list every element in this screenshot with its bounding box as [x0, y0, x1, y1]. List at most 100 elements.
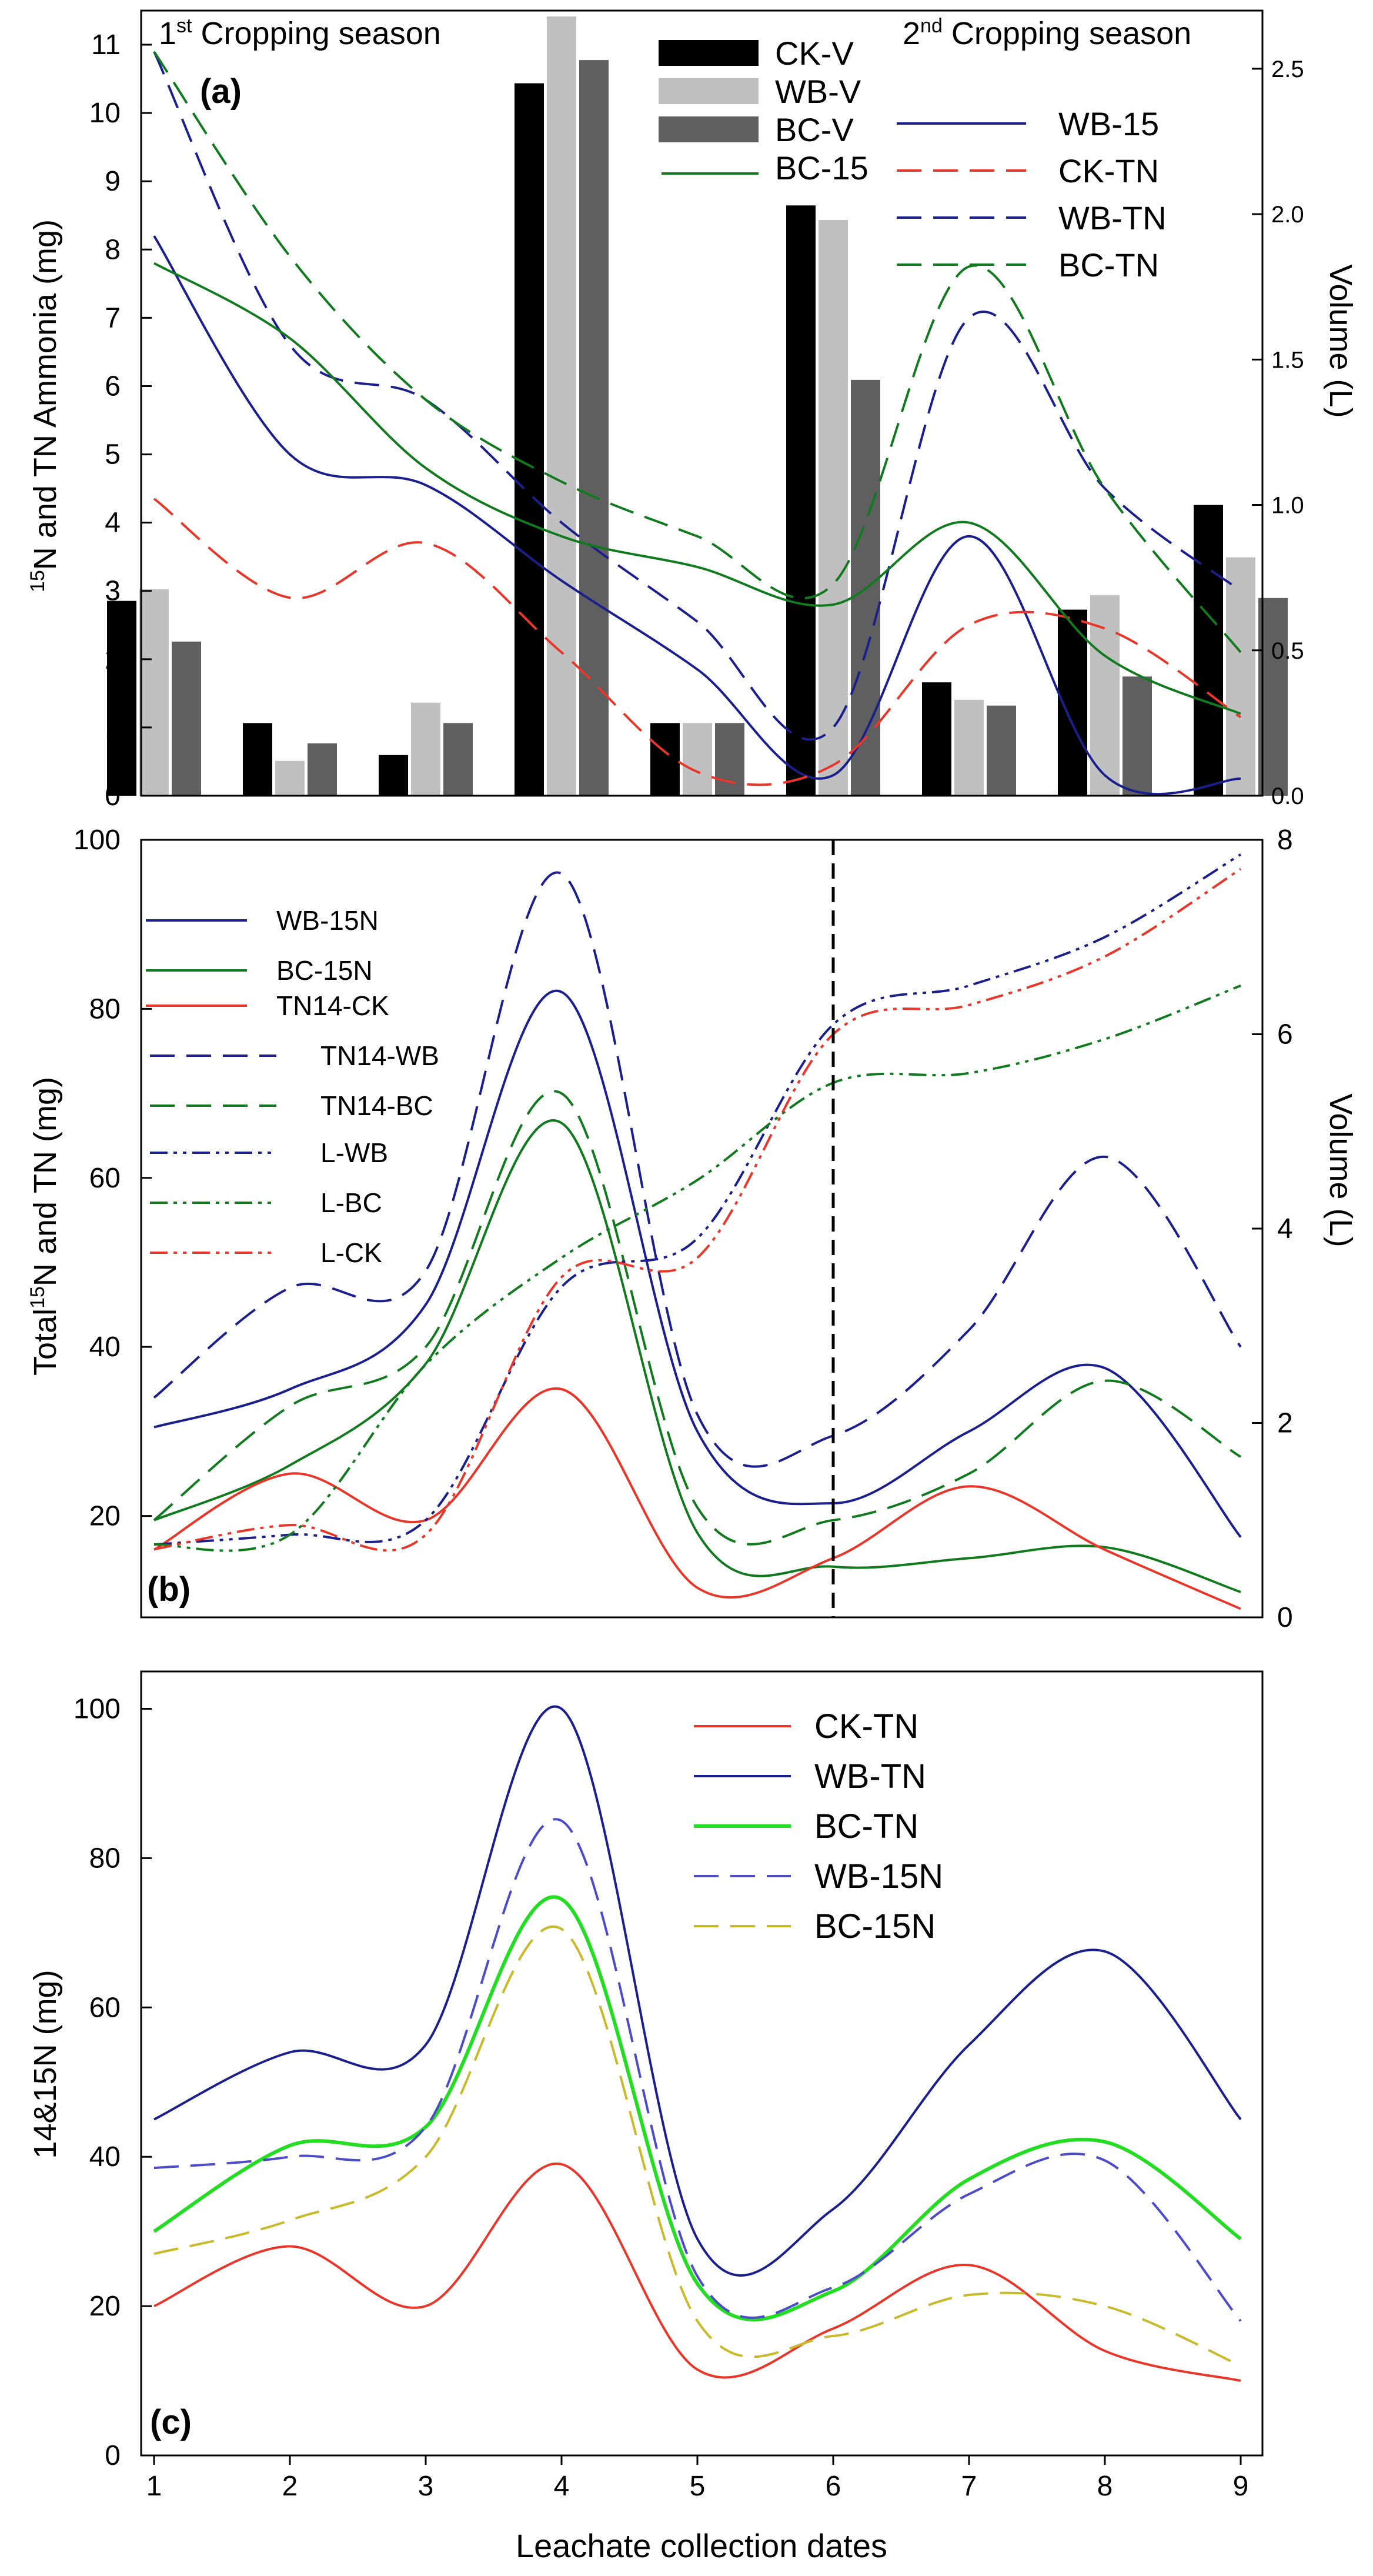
- panel-b-legend-label-l-ck: L-CK: [320, 1237, 382, 1268]
- panel-a-ytick-label: 6: [105, 371, 121, 402]
- panel-b-series-l-bc: [153, 985, 1241, 1552]
- x-axis-label: Leachate collection dates: [516, 2527, 887, 2564]
- panel-b-series-l-ck: [153, 867, 1242, 1552]
- panel-a-legend-label-bc-15: BC-15: [775, 149, 868, 186]
- panel-c-legend-label-wb-tn: WB-TN: [814, 1757, 926, 1796]
- x-tick-label: 8: [1097, 2471, 1113, 2502]
- panel-a-bar-bc-v-2: [308, 743, 337, 796]
- panel-b-ytick-label: 60: [89, 1163, 121, 1194]
- panel-b-legend-label-wb-15n: WB-15N: [276, 905, 379, 936]
- panel-a-label: (a): [200, 72, 242, 111]
- panel-b-chart: 20 40 60 80 100 0 2 4 6 8 (b) Total15N and TN (m…: [26, 825, 1358, 1633]
- panel-a-y-axis-label: 15N and TN Ammonia (mg): [26, 219, 63, 592]
- panel-b-series-tn14-wb: [153, 871, 1242, 1468]
- panel-a-ytick-label: 5: [105, 439, 121, 471]
- panel-a-bar-ck-v-7: [922, 682, 951, 796]
- panel-a-legend-right: WB-15 CK-TN WB-TN BC-TN: [897, 105, 1167, 283]
- panel-a-series-wb-15: [153, 235, 1241, 796]
- panel-a-legend-label-bc-v: BC-V: [775, 111, 854, 148]
- panel-c-ytick-label: 40: [89, 2141, 121, 2173]
- panel-b-legend-label-tn14-wb: TN14-WB: [320, 1040, 439, 1071]
- panel-c-ytick-label: 60: [89, 1992, 121, 2023]
- panel-b-ytick-label: 20: [89, 1501, 121, 1532]
- panel-a-ytick-label: 2: [105, 644, 121, 675]
- panel-a-season2-label: 2nd Cropping season: [903, 15, 1191, 51]
- panel-a-bar-ck-v-1: [107, 600, 136, 796]
- panel-a-series-bc-15: [153, 262, 1241, 715]
- panel-a-legend-label-wb-15: WB-15: [1058, 105, 1159, 142]
- panel-a-bar-bc-v-3: [443, 723, 473, 796]
- panel-a-legend-label-ck-tn: CK-TN: [1058, 152, 1159, 189]
- panel-a-bar-bc-v-5: [715, 723, 744, 796]
- panel-a-series-wb-tn: [153, 51, 1242, 741]
- panel-b-y2tick-label: 2: [1277, 1408, 1293, 1439]
- panel-a-y2-axis-label: Volume (L): [1323, 264, 1358, 418]
- panel-b-series-tn14-bc: [153, 1090, 1241, 1546]
- panel-a-legend-label-wb-tn: WB-TN: [1058, 199, 1167, 236]
- panel-c-frame: [140, 1670, 1264, 2457]
- panel-a-ytick-label: 10: [89, 98, 121, 129]
- panel-a-bar-wb-v-5: [683, 723, 712, 796]
- panel-c-legend: CK-TN WB-TN BC-TN WB-15N BC-15N: [694, 1707, 943, 1946]
- panel-a-legend-label-bc-tn: BC-TN: [1058, 246, 1159, 283]
- panel-a-y2tick-label: 1.0: [1271, 493, 1304, 519]
- panel-a-bar-wb-v-1: [139, 589, 169, 796]
- panel-b-legend: WB-15N BC-15N TN14-CK TN14-WB TN14-BC L-WB L-B…: [146, 905, 439, 1268]
- panel-a-bar-wb-v-4: [547, 16, 576, 796]
- panel-a-ytick-label: 11: [91, 29, 121, 61]
- panel-a-ytick-label: 7: [105, 302, 121, 333]
- panel-a-frame: [140, 9, 1264, 797]
- panel-a-bar-bc-v-1: [172, 641, 201, 796]
- panel-c-y-axis-label: 14&15N (mg): [28, 1970, 63, 2158]
- panel-a-ytick-label: 3: [105, 576, 121, 607]
- panel-a-y2tick-label: 0.0: [1271, 783, 1304, 809]
- x-tick-label: 3: [418, 2471, 434, 2502]
- panel-c-series-bc-tn: [153, 1895, 1242, 2321]
- panel-a-bar-ck-v-4: [515, 83, 544, 796]
- panel-a-y2tick-label: 2.0: [1271, 202, 1304, 228]
- panel-a-season1-label: 1st Cropping season: [159, 15, 441, 51]
- panel-a-ytick-label: 0: [105, 780, 121, 812]
- panel-a-chart: 0 1 2 3 4 5 6 7 8 9 10 11 0.0 0.5 1.0 1.5 2.0 2.5 1st Cr…: [26, 9, 1358, 812]
- panel-b-legend-label-tn14-ck: TN14-CK: [276, 990, 389, 1021]
- panel-a-bar-bc-v-4: [579, 60, 609, 796]
- panel-a-legend-label-wb-v: WB-V: [775, 73, 861, 110]
- panel-c-chart: 0 20 40 60 80 100 1 2 3 4 5 6 7 8 9 (c) 14&15N (mg) L…: [28, 1670, 1264, 2564]
- panel-b-label: (b): [147, 1570, 191, 1609]
- panel-a-legend-swatch-bc-v: [659, 116, 759, 142]
- x-tick-label: 1: [146, 2471, 162, 2502]
- panel-a-legend-swatch-wb-v: [659, 78, 759, 104]
- panel-c-ytick-label: 80: [89, 1843, 121, 1874]
- panel-a-y2tick-label: 0.5: [1271, 638, 1304, 664]
- panel-a-ytick-label: 8: [105, 234, 121, 265]
- panel-b-legend-label-l-wb: L-WB: [320, 1137, 388, 1168]
- panel-a-ytick-label: 9: [105, 166, 121, 197]
- panel-b-legend-label-tn14-bc: TN14-BC: [320, 1090, 433, 1121]
- panel-c-legend-label-ck-tn: CK-TN: [814, 1707, 918, 1746]
- panel-c-label: (c): [150, 2403, 192, 2441]
- panel-a-ytick-label: 1: [105, 712, 121, 743]
- x-tick-label: 7: [961, 2471, 977, 2502]
- panel-b-series-l-wb: [153, 853, 1242, 1546]
- panel-a-bar-ck-v-5: [650, 723, 680, 796]
- x-tick-label: 5: [690, 2471, 706, 2502]
- panel-c-ytick-label: 100: [74, 1693, 121, 1724]
- panel-a-bar-wb-v-6: [819, 220, 848, 796]
- panel-a-bar-ck-v-6: [786, 205, 816, 796]
- panel-c-ytick-label: 0: [105, 2440, 121, 2471]
- x-tick-label: 6: [826, 2471, 841, 2502]
- panel-b-y2tick-label: 6: [1277, 1019, 1293, 1050]
- panel-a-bar-ck-v-9: [1194, 505, 1223, 796]
- panel-b-ytick-label: 100: [74, 825, 121, 856]
- panel-c-series-bc-15n: [153, 1926, 1241, 2367]
- panel-c-series-wb-tn: [153, 1705, 1242, 2277]
- panel-a-bar-wb-v-3: [411, 702, 440, 796]
- panel-b-series-wb-15n: [153, 989, 1242, 1538]
- panel-a-bar-ck-v-3: [379, 755, 408, 796]
- panel-a-bar-wb-v-9: [1226, 557, 1255, 796]
- panel-b-y2tick-label: 4: [1277, 1213, 1293, 1244]
- panel-b-ytick-label: 80: [89, 993, 121, 1025]
- panel-c-legend-label-bc-tn: BC-TN: [814, 1807, 918, 1846]
- x-tick-label: 4: [554, 2471, 570, 2502]
